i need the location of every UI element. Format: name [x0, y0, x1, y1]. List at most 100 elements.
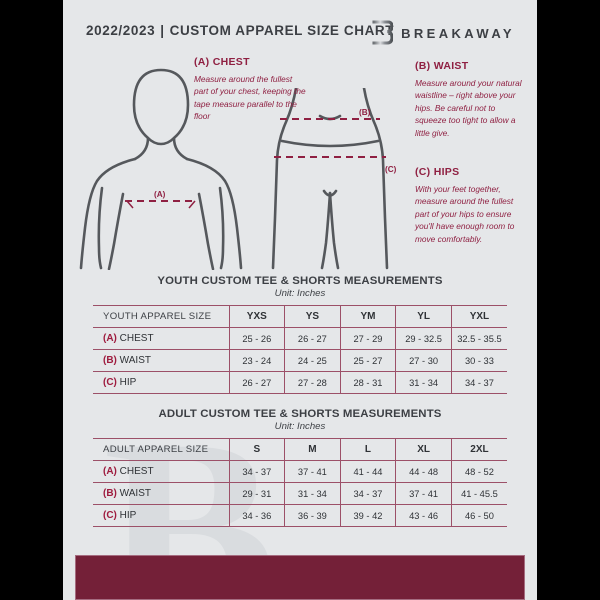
hip-line-label: (C) [385, 165, 397, 174]
header-title-line: 2022/2023 | CUSTOM APPAREL SIZE CHART [86, 23, 394, 38]
table-row: (B) WAIST 29 - 31 31 - 34 34 - 37 37 - 4… [93, 482, 507, 505]
youth-row-label-hip: (C) HIP [93, 371, 229, 394]
youth-chest-ym: 27 - 29 [339, 327, 396, 350]
youth-size-header-ym: YM [339, 305, 396, 328]
brand-name: BREAKAWAY [401, 25, 515, 41]
table-row: (A) CHEST 34 - 37 37 - 41 41 - 44 44 - 4… [93, 460, 507, 483]
adult-hip-s: 34 - 36 [228, 504, 285, 527]
callout-chest-title: (A) CHEST [194, 56, 250, 68]
lower-body-silhouette-icon [271, 88, 389, 270]
youth-header-row: YOUTH APPAREL SIZE YXS YS YM YL YXL [93, 305, 507, 328]
youth-hip-ys: 27 - 28 [284, 371, 341, 394]
measurement-diagram: (A) (B) (C) (A) CHEST Measure around the… [63, 48, 537, 270]
callout-waist-title: (B) WAIST [415, 60, 469, 72]
youth-size-table: YOUTH APPAREL SIZE YXS YS YM YL YXL (A) … [93, 305, 507, 394]
adult-waist-s: 29 - 31 [228, 482, 285, 505]
adult-chest-xl: 44 - 48 [395, 460, 452, 483]
youth-size-header-ys: YS [284, 305, 341, 328]
adult-chest-s: 34 - 37 [228, 460, 285, 483]
brand-logo-group: BREAKAWAY [367, 18, 515, 48]
table-row: (A) CHEST 25 - 26 26 - 27 27 - 29 29 - 3… [93, 327, 507, 350]
youth-row-label-chest: (A) CHEST [93, 327, 229, 350]
chest-line-label: (A) [154, 190, 166, 199]
adult-row-tag-chest: (A) [103, 466, 117, 477]
adult-size-header-m: M [284, 438, 341, 461]
youth-row-name-waist: WAIST [119, 355, 151, 366]
youth-table-title: YOUTH CUSTOM TEE & SHORTS MEASUREMENTS [157, 275, 443, 287]
adult-table-unit: Unit: Inches [274, 421, 326, 432]
adult-row-name-chest: CHEST [119, 466, 154, 477]
youth-chest-yxs: 25 - 26 [228, 327, 285, 350]
youth-waist-yl: 27 - 30 [395, 349, 452, 372]
adult-hip-l: 39 - 42 [339, 504, 396, 527]
adult-size-header-s: S [228, 438, 285, 461]
adult-hip-m: 36 - 39 [284, 504, 341, 527]
youth-size-header-yxs: YXS [228, 305, 285, 328]
adult-waist-m: 31 - 34 [284, 482, 341, 505]
adult-chest-m: 37 - 41 [284, 460, 341, 483]
callout-waist-body: Measure around your natural waistline – … [415, 78, 522, 138]
adult-row-label-chest: (A) CHEST [93, 460, 229, 483]
adult-row-name-hip: HIP [119, 510, 137, 521]
table-row: (C) HIP 34 - 36 36 - 39 39 - 42 43 - 46 … [93, 504, 507, 527]
callout-hips: (C) HIPS With your feet together, measur… [415, 166, 527, 245]
adult-hip-xl: 43 - 46 [395, 504, 452, 527]
youth-waist-yxs: 23 - 24 [228, 349, 285, 372]
callout-chest-body: Measure around the fullest part of your … [194, 74, 306, 122]
adult-hip-2xl: 46 - 50 [450, 504, 507, 527]
youth-row-name-hip: HIP [119, 377, 137, 388]
youth-chest-yl: 29 - 32.5 [395, 327, 452, 350]
callout-hips-body: With your feet together, measure around … [415, 184, 515, 244]
adult-row-label-hip: (C) HIP [93, 504, 229, 527]
youth-label-header: YOUTH APPAREL SIZE [93, 305, 229, 328]
youth-hip-yl: 31 - 34 [395, 371, 452, 394]
youth-row-tag-waist: (B) [103, 355, 117, 366]
adult-label-header: ADULT APPAREL SIZE [93, 438, 229, 461]
youth-row-name-chest: CHEST [119, 333, 154, 344]
adult-table-title: ADULT CUSTOM TEE & SHORTS MEASUREMENTS [158, 408, 442, 420]
adult-waist-xl: 37 - 41 [395, 482, 452, 505]
table-row: (C) HIP 26 - 27 27 - 28 28 - 31 31 - 34 … [93, 371, 507, 394]
youth-row-tag-chest: (A) [103, 333, 117, 344]
upper-body-silhouette-icon [79, 68, 243, 270]
adult-chest-2xl: 48 - 52 [450, 460, 507, 483]
youth-row-tag-hip: (C) [103, 377, 117, 388]
adult-size-header-l: L [339, 438, 396, 461]
youth-waist-yxl: 30 - 33 [450, 349, 507, 372]
adult-row-name-waist: WAIST [119, 488, 151, 499]
youth-chest-yxl: 32.5 - 35.5 [450, 327, 507, 350]
waist-line-label: (B) [359, 108, 371, 117]
youth-hip-ym: 28 - 31 [339, 371, 396, 394]
adult-size-table: ADULT APPAREL SIZE S M L XL 2XL (A) CHES… [93, 438, 507, 527]
callout-hips-title: (C) HIPS [415, 166, 460, 178]
callout-chest: (A) CHEST Measure around the fullest par… [194, 56, 306, 123]
youth-table-unit: Unit: Inches [274, 288, 326, 299]
size-chart-page: B 2022/2023 | CUSTOM APPAREL SIZE CHART [63, 0, 537, 600]
youth-size-header-yxl: YXL [450, 305, 507, 328]
youth-row-label-waist: (B) WAIST [93, 349, 229, 372]
adult-row-label-waist: (B) WAIST [93, 482, 229, 505]
youth-hip-yxl: 34 - 37 [450, 371, 507, 394]
adult-size-header-xl: XL [395, 438, 452, 461]
youth-waist-ys: 24 - 25 [284, 349, 341, 372]
header-title: CUSTOM APPAREL SIZE CHART [169, 23, 395, 38]
breakaway-b-monogram-icon [369, 19, 394, 46]
adult-measurements-block: ADULT CUSTOM TEE & SHORTS MEASUREMENTS U… [93, 408, 507, 527]
header-separator: | [160, 23, 165, 38]
footer-band [75, 555, 525, 600]
table-row: (B) WAIST 23 - 24 24 - 25 25 - 27 27 - 3… [93, 349, 507, 372]
adult-row-tag-hip: (C) [103, 510, 117, 521]
callout-waist: (B) WAIST Measure around your natural wa… [415, 60, 525, 139]
page-header: 2022/2023 | CUSTOM APPAREL SIZE CHART [63, 18, 537, 48]
youth-measurements-block: YOUTH CUSTOM TEE & SHORTS MEASUREMENTS U… [93, 275, 507, 394]
header-season: 2022/2023 [86, 23, 156, 38]
adult-row-tag-waist: (B) [103, 488, 117, 499]
adult-waist-2xl: 41 - 45.5 [450, 482, 507, 505]
adult-size-header-2xl: 2XL [450, 438, 507, 461]
youth-hip-yxs: 26 - 27 [228, 371, 285, 394]
youth-waist-ym: 25 - 27 [339, 349, 396, 372]
adult-chest-l: 41 - 44 [339, 460, 396, 483]
youth-chest-ys: 26 - 27 [284, 327, 341, 350]
adult-waist-l: 34 - 37 [339, 482, 396, 505]
